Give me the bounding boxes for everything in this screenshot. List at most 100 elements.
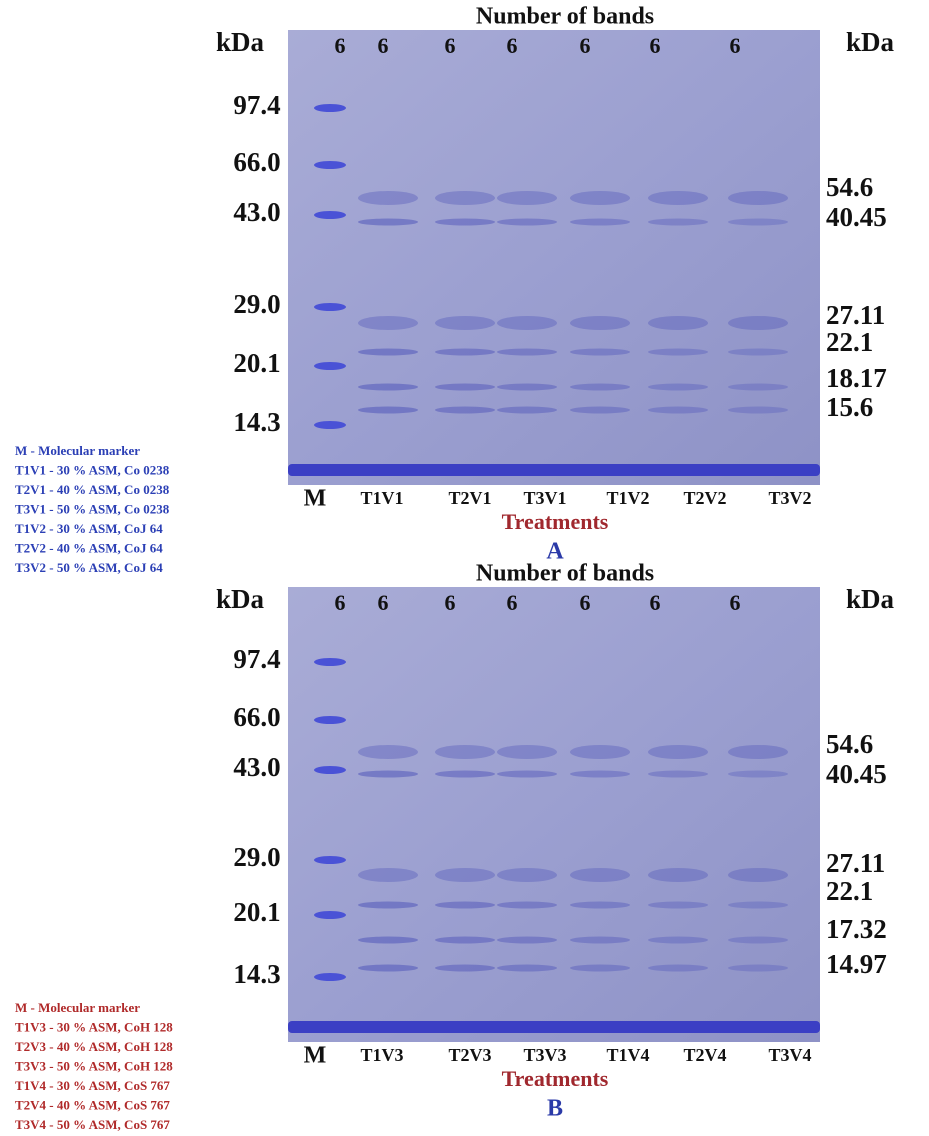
sample-band (570, 407, 630, 414)
lane-label: M (304, 1043, 327, 1069)
sample-band (728, 191, 788, 205)
sample-band (358, 937, 418, 944)
band-size: 15.6 (826, 392, 873, 422)
marker-band (314, 911, 346, 919)
marker-band (314, 362, 346, 370)
sample-band (570, 349, 630, 356)
marker-size: 66.0 (233, 147, 280, 177)
lane-label: T2V4 (683, 1045, 726, 1065)
dye-front (288, 1021, 820, 1033)
sample-band (358, 191, 418, 205)
sample-band (497, 407, 557, 414)
sample-band (570, 745, 630, 759)
sample-band (435, 868, 495, 882)
marker-size: 29.0 (233, 842, 280, 872)
sample-band (497, 384, 557, 391)
sample-band (358, 745, 418, 759)
legend-entry: T1V4 - 30 % ASM, CoS 767 (15, 1078, 170, 1093)
sample-band (497, 868, 557, 882)
sample-band (435, 349, 495, 356)
sample-band (358, 349, 418, 356)
sample-band (570, 965, 630, 972)
marker-band (314, 658, 346, 666)
kda-left: kDa (216, 27, 265, 57)
sample-band (728, 316, 788, 330)
marker-size: 43.0 (233, 752, 280, 782)
sample-band (497, 965, 557, 972)
lane-label: T2V1 (448, 488, 491, 508)
marker-size: 97.4 (233, 644, 280, 674)
sample-band (728, 771, 788, 778)
marker-band (314, 716, 346, 724)
legend-entry: T3V4 - 50 % ASM, CoS 767 (15, 1117, 170, 1132)
sample-band (648, 384, 708, 391)
lane-label: T3V1 (523, 488, 566, 508)
sample-band (435, 902, 495, 909)
marker-band (314, 104, 346, 112)
marker-band (314, 973, 346, 981)
gel (288, 587, 820, 1042)
sample-band (358, 902, 418, 909)
sample-band (648, 316, 708, 330)
sample-band (497, 219, 557, 226)
marker-size: 20.1 (233, 897, 280, 927)
sample-band (358, 771, 418, 778)
marker-band (314, 211, 346, 219)
marker-band (314, 856, 346, 864)
sample-band (358, 868, 418, 882)
legend-entry: T3V3 - 50 % ASM, CoH 128 (15, 1058, 173, 1073)
band-size: 17.32 (826, 914, 887, 944)
figure: Number of bands kDa kDa 6 6 6 6 6 6 6 97.4 66.0 43.0… (0, 0, 929, 1136)
sample-band (435, 745, 495, 759)
band-count: 6 (507, 33, 518, 58)
page: Number of bands kDa kDa 6 6 6 6 6 6 6 97.4 66.0 43.0… (0, 0, 929, 1136)
band-size: 18.17 (826, 363, 887, 393)
band-count: 6 (378, 33, 389, 58)
lane-label: M (304, 486, 327, 512)
band-count: 6 (378, 590, 389, 615)
kda-right: kDa (846, 27, 895, 57)
lane-label: T1V3 (360, 1045, 403, 1065)
lane-label: T2V2 (683, 488, 726, 508)
band-count: 6 (580, 590, 591, 615)
header: Number of bands (476, 561, 654, 587)
sample-band (570, 771, 630, 778)
legend-entry: T2V2 - 40 % ASM, CoJ 64 (15, 540, 163, 555)
sample-band (570, 191, 630, 205)
lane-label: T3V3 (523, 1045, 566, 1065)
sample-band (648, 902, 708, 909)
band-size: 54.6 (826, 172, 873, 202)
sample-band (728, 965, 788, 972)
sample-band (570, 316, 630, 330)
band-count: 6 (445, 33, 456, 58)
legend-entry: M - Molecular marker (15, 443, 140, 458)
sample-band (570, 937, 630, 944)
lane-label: T3V4 (768, 1045, 811, 1065)
gel (288, 30, 820, 485)
sample-band (570, 219, 630, 226)
marker-size: 20.1 (233, 348, 280, 378)
legend-entry: T1V2 - 30 % ASM, CoJ 64 (15, 521, 163, 536)
marker-size: 29.0 (233, 289, 280, 319)
band-count: 6 (335, 590, 346, 615)
sample-band (728, 868, 788, 882)
sample-band (435, 937, 495, 944)
sample-band (648, 868, 708, 882)
band-size: 40.45 (826, 202, 887, 232)
marker-size: 97.4 (233, 90, 280, 120)
band-count: 6 (335, 33, 346, 58)
sample-band (435, 965, 495, 972)
sample-band (648, 349, 708, 356)
sample-band (358, 965, 418, 972)
marker-band (314, 161, 346, 169)
sample-band (435, 384, 495, 391)
sample-band (435, 771, 495, 778)
sample-band (728, 219, 788, 226)
marker-band (314, 421, 346, 429)
sample-band (648, 771, 708, 778)
x-label: Treatments (502, 1066, 609, 1091)
dye-front (288, 464, 820, 476)
sample-band (728, 384, 788, 391)
sample-band (497, 771, 557, 778)
header: Number of bands (476, 4, 654, 30)
